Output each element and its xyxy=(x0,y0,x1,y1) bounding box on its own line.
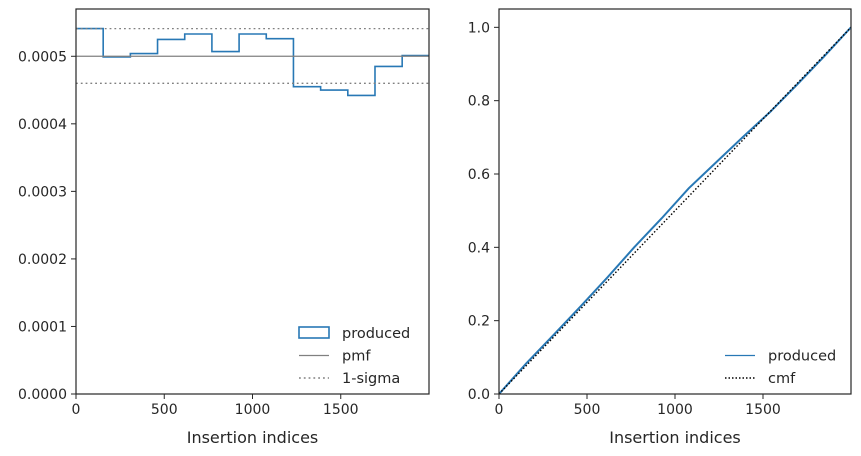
x-tick-label: 0 xyxy=(495,402,504,418)
x-tick-label: 0 xyxy=(72,402,81,418)
x-axis-title: Insertion indices xyxy=(187,428,319,447)
legend: produced pmf 1-sigma xyxy=(298,326,410,387)
y-tick-label: 0.8 xyxy=(468,94,490,110)
cmf-line xyxy=(499,26,851,394)
histogram-step-produced xyxy=(76,27,429,97)
legend-label: pmf xyxy=(342,349,371,365)
y-tick-label: 0.0 xyxy=(468,387,490,403)
legend-label: 1-sigma xyxy=(342,371,400,387)
y-tick-label: 1.0 xyxy=(468,20,490,36)
y-tick-label: 0.0000 xyxy=(18,387,67,403)
panel-1: 0 500 1000 1500 0.0000 0.0001 0.0002 0.0003 0.00… xyxy=(18,8,430,447)
x-tick-label: 500 xyxy=(151,402,178,418)
y-tick-label: 0.0001 xyxy=(18,319,67,335)
x-tick-label: 1500 xyxy=(745,402,781,418)
x-tick-label: 1500 xyxy=(323,402,359,418)
legend-swatch-produced xyxy=(298,326,330,339)
legend-label: produced xyxy=(342,326,410,342)
legend-label: produced xyxy=(768,349,836,365)
panel-2: 0 500 1000 1500 0.0 0.2 0.4 0.6 0.8 1.0 Insertion … xyxy=(468,8,852,447)
y-tick-label: 0.4 xyxy=(468,240,490,256)
y-tick-label: 0.0005 xyxy=(18,49,67,65)
x-tick-label: 1000 xyxy=(657,402,693,418)
cumulative-produced-line xyxy=(499,26,851,394)
legend-label: cmf xyxy=(768,371,796,387)
x-tick-label: 500 xyxy=(574,402,601,418)
x-tick-label: 1000 xyxy=(235,402,271,418)
y-tick-label: 0.2 xyxy=(468,314,490,330)
plot-area xyxy=(499,26,851,394)
plot-area xyxy=(76,27,429,97)
y-tick-label: 0.0003 xyxy=(18,184,67,200)
legend: produced cmf xyxy=(725,349,836,387)
x-axis-title: Insertion indices xyxy=(609,428,741,447)
y-tick-label: 0.0004 xyxy=(18,117,67,133)
y-tick-label: 0.0002 xyxy=(18,252,67,268)
y-tick-label: 0.6 xyxy=(468,167,490,183)
